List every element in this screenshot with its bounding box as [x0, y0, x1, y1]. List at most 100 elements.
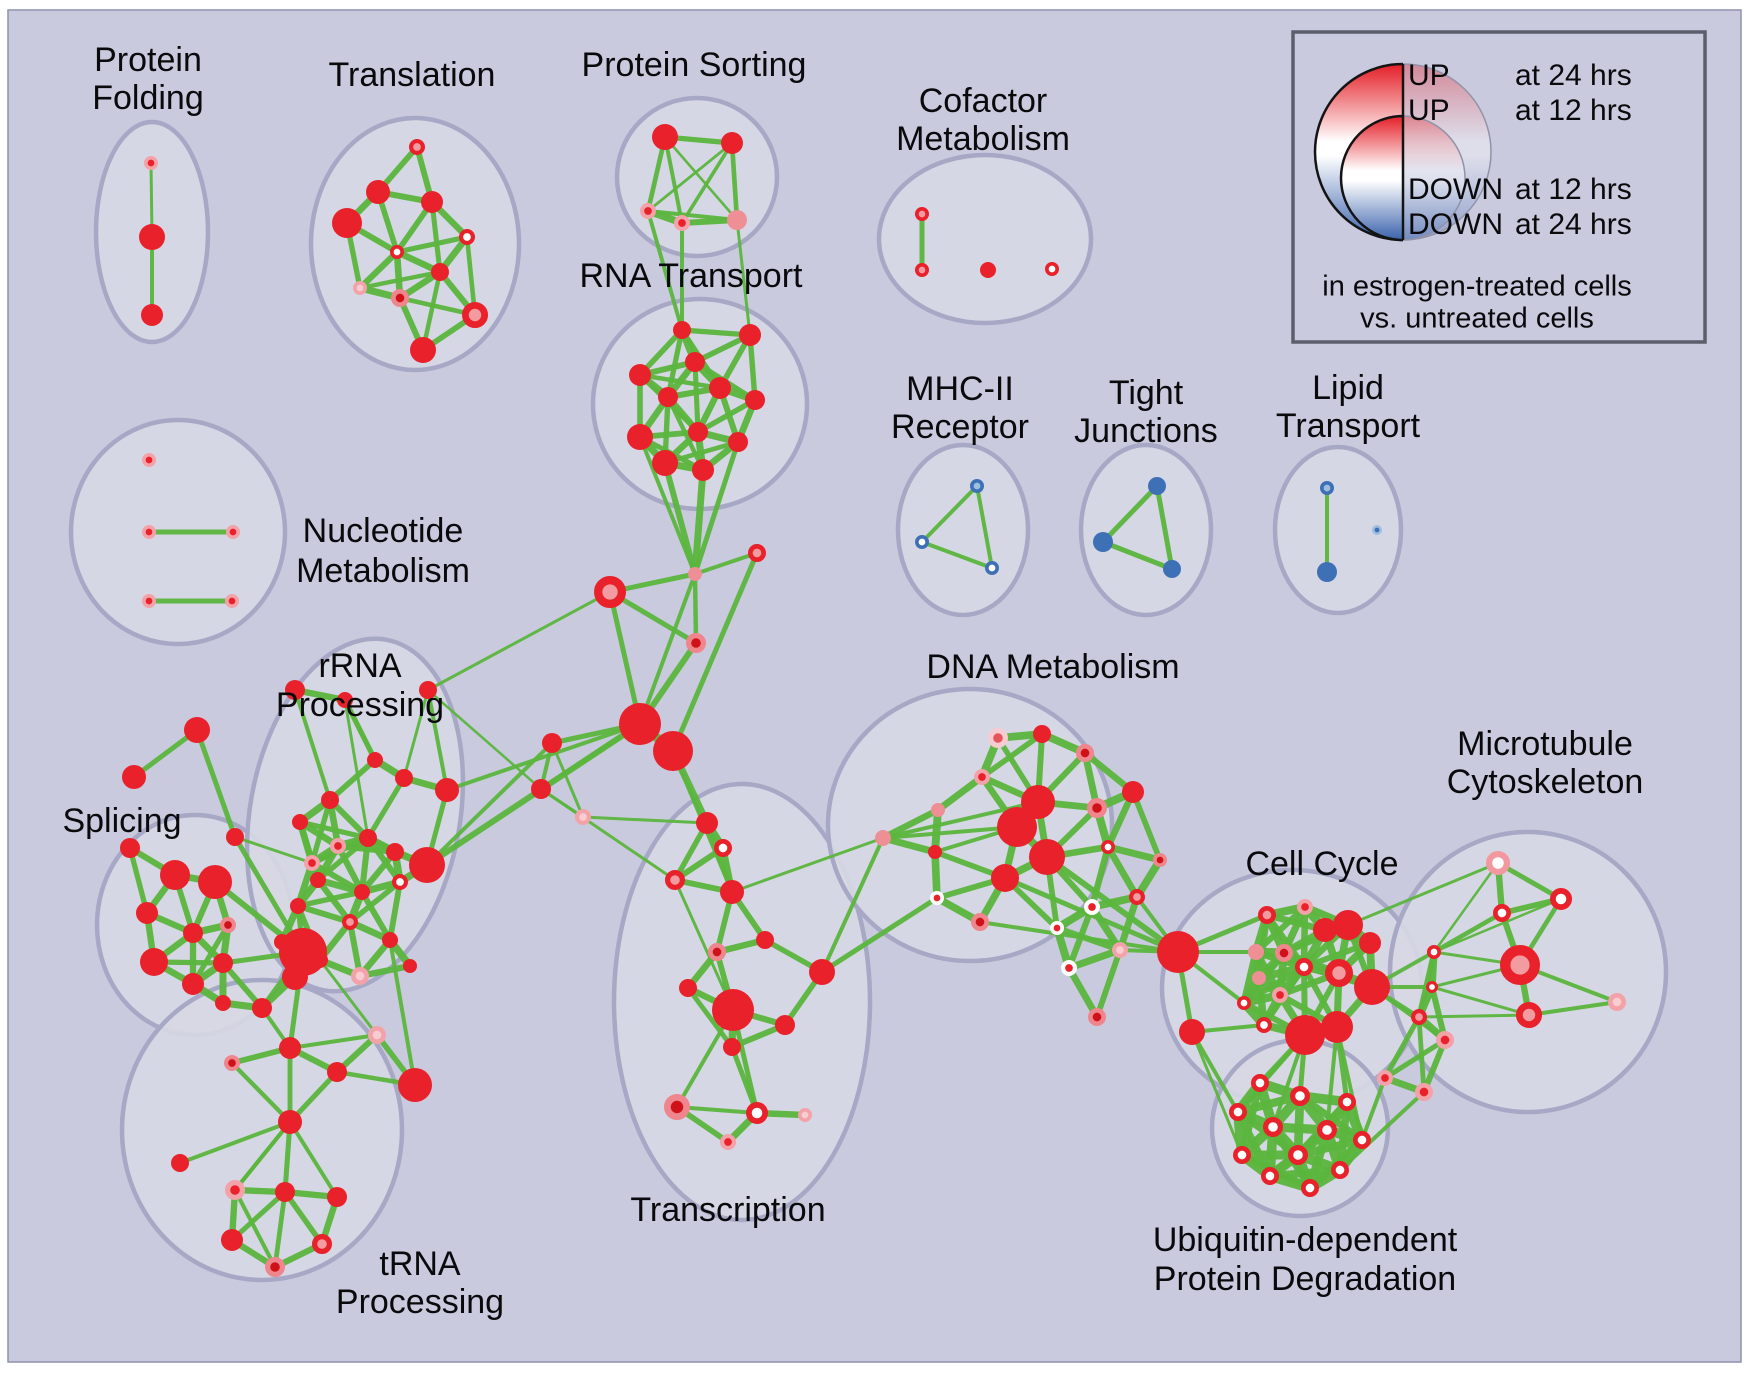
network-edge — [327, 757, 378, 803]
network-node — [327, 1187, 347, 1207]
network-edge — [1527, 1000, 1619, 1017]
network-edge — [607, 589, 643, 727]
network-node — [221, 1229, 243, 1251]
network-node — [398, 1068, 432, 1102]
network-node — [184, 717, 210, 743]
network-edge — [692, 439, 741, 577]
network-node — [629, 364, 651, 386]
network-node — [931, 803, 945, 817]
network-edge — [978, 920, 1180, 954]
legend-direction-label: UP — [1408, 94, 1450, 127]
network-node — [748, 544, 767, 563]
network-edge — [695, 397, 758, 435]
network-edge — [1432, 897, 1563, 954]
network-node — [673, 321, 691, 339]
network-node — [685, 632, 706, 653]
network-node — [679, 979, 697, 997]
cluster-ellipse-cf — [876, 152, 1094, 326]
network-node — [1093, 532, 1113, 552]
network-edge — [735, 218, 752, 337]
cluster-label-cf: Metabolism — [896, 120, 1070, 158]
network-node — [226, 525, 241, 540]
legend-inner-circle-right — [1403, 115, 1466, 241]
network-node — [974, 769, 991, 786]
network-node — [198, 865, 232, 899]
network-edge — [1428, 983, 1449, 1044]
network-node — [1274, 944, 1293, 963]
network-edge — [1233, 1091, 1305, 1117]
network-node — [141, 304, 163, 326]
network-edge — [1382, 1037, 1448, 1081]
network-node — [1257, 906, 1276, 925]
network-edge — [288, 1120, 339, 1199]
network-node — [1100, 840, 1115, 855]
network-node — [226, 828, 244, 846]
network-edge — [388, 938, 417, 1087]
network-node — [674, 215, 691, 232]
network-edge — [920, 484, 979, 544]
network-node — [215, 995, 231, 1011]
network-edge — [1190, 1030, 1240, 1114]
cluster-ellipse-mh — [895, 442, 1031, 618]
network-node — [930, 891, 945, 906]
network-node — [1325, 959, 1354, 988]
network-edge — [1100, 539, 1175, 572]
network-node — [1075, 744, 1094, 763]
network-edge — [1094, 947, 1123, 1020]
network-edge — [429, 199, 443, 275]
network-node — [292, 814, 308, 830]
cluster-label-lt: Lipid — [1312, 369, 1384, 407]
network-node — [224, 1054, 241, 1071]
network-node — [970, 479, 985, 494]
network-node — [1376, 1069, 1393, 1086]
network-node — [809, 959, 835, 985]
network-node — [798, 1107, 813, 1122]
network-edge — [343, 698, 370, 840]
network-edge — [679, 327, 753, 338]
network-edge — [387, 879, 403, 943]
cluster-label-pf: Folding — [92, 79, 204, 117]
network-node — [723, 1038, 741, 1056]
network-edge — [820, 836, 885, 974]
network-node — [1122, 781, 1144, 803]
legend-direction-label: UP — [1408, 59, 1450, 92]
network-node — [1435, 1030, 1454, 1049]
network-node — [1250, 1073, 1269, 1092]
network-edge — [879, 806, 942, 842]
network-node — [265, 1256, 286, 1277]
network-edge — [665, 327, 685, 400]
network-node — [775, 1015, 795, 1035]
network-edge — [346, 918, 364, 980]
network-node — [142, 594, 157, 609]
network-edge — [1417, 1013, 1531, 1019]
network-edge — [464, 234, 478, 318]
cluster-label-nm: Nucleotide — [303, 512, 464, 550]
cluster-label-sp: Splicing — [62, 802, 181, 840]
network-edge — [127, 845, 150, 916]
cluster-label-tn: tRNA — [379, 1245, 461, 1283]
network-edge — [402, 688, 430, 780]
network-node — [1296, 899, 1313, 916]
network-node — [991, 864, 1019, 892]
network-node — [1111, 942, 1128, 959]
network-edge — [975, 484, 994, 570]
network-edge — [1104, 843, 1141, 901]
network-node — [652, 124, 678, 150]
network-node — [1148, 477, 1166, 495]
network-node — [252, 998, 272, 1018]
network-edge — [1154, 483, 1175, 572]
network-edge — [934, 773, 986, 814]
network-node — [332, 208, 362, 238]
cluster-label-ub: Protein Degradation — [1154, 1260, 1456, 1298]
network-node — [997, 807, 1037, 847]
network-edge — [425, 741, 554, 867]
network-edge — [445, 722, 642, 792]
network-edge — [357, 269, 443, 291]
network-node — [390, 245, 405, 260]
network-node — [664, 869, 685, 890]
network-node — [1516, 1002, 1543, 1029]
network-node — [1252, 971, 1266, 985]
network-node — [1316, 1119, 1337, 1140]
network-node — [122, 765, 146, 789]
